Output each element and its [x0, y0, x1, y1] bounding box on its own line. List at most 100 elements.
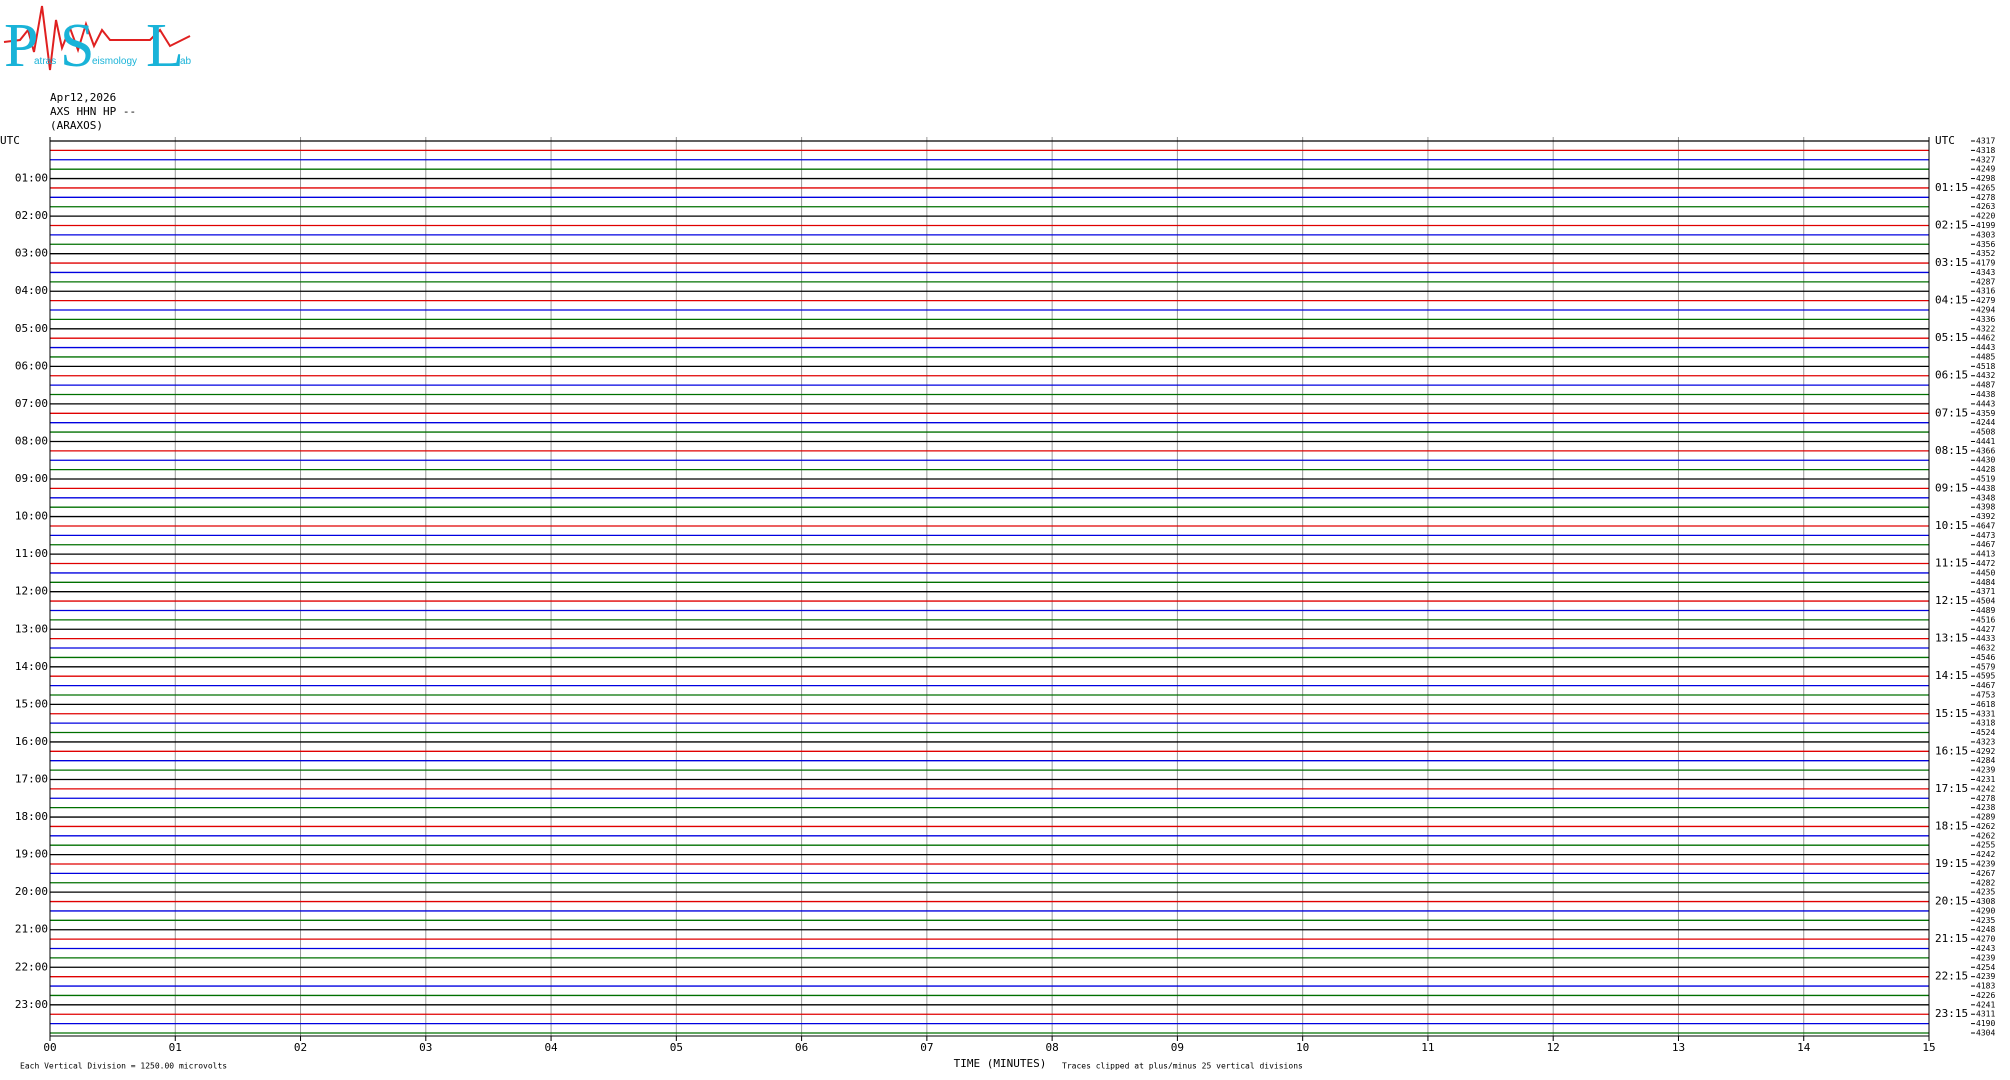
x-tick-label: 00: [43, 1041, 56, 1054]
right-time-label: 12:15: [1935, 594, 1968, 607]
left-time-label: 12:00: [15, 585, 48, 598]
right-time-label: 04:15: [1935, 294, 1968, 307]
logo-wave: [3, 5, 191, 71]
x-tick-label: 07: [920, 1041, 933, 1054]
row-offset-label: 4235: [1976, 916, 1995, 925]
note-right: Traces clipped at plus/minus 25 vertical…: [1062, 1062, 1303, 1071]
right-time-label: 18:15: [1935, 819, 1968, 832]
right-time-label: 21:15: [1935, 932, 1968, 945]
x-tick-label: 14: [1797, 1041, 1811, 1054]
row-offset-label: 4244: [1976, 418, 1995, 427]
x-tick-label: 15: [1922, 1041, 1935, 1054]
row-offset-label: 4278: [1976, 193, 1995, 202]
row-offset-label: 4441: [1976, 437, 1995, 446]
row-offset-label: 4239: [1976, 972, 1995, 981]
right-time-label: 03:15: [1935, 256, 1968, 269]
row-offset-label: 4290: [1976, 906, 1995, 915]
left-time-label: 16:00: [15, 735, 48, 748]
row-offset-label: 4516: [1976, 615, 1995, 624]
row-offset-label: 4508: [1976, 428, 1995, 437]
right-time-label: 09:15: [1935, 481, 1968, 494]
row-offset-label: 4284: [1976, 756, 1995, 765]
row-offset-label: 4753: [1976, 690, 1995, 699]
row-offset-label: 4318: [1976, 719, 1995, 728]
x-tick-label: 12: [1547, 1041, 1560, 1054]
left-time-label: UTC: [0, 134, 20, 147]
row-offset-label: 4489: [1976, 606, 1995, 615]
row-offset-label: 4220: [1976, 212, 1995, 221]
left-time-label: 22:00: [15, 960, 48, 973]
row-offset-label: 4343: [1976, 268, 1995, 277]
left-time-label: 23:00: [15, 998, 48, 1011]
row-offset-label: 4524: [1976, 728, 1995, 737]
left-time-label: 21:00: [15, 923, 48, 936]
row-offset-label: 4298: [1976, 174, 1995, 183]
row-offset-label: 4323: [1976, 737, 1995, 746]
x-tick-label: 01: [169, 1041, 182, 1054]
right-time-label: 07:15: [1935, 406, 1968, 419]
row-offset-label: 4579: [1976, 662, 1995, 671]
row-offset-label: 4433: [1976, 634, 1995, 643]
row-offset-label: 4618: [1976, 700, 1995, 709]
left-time-label: 01:00: [15, 172, 48, 185]
x-tick-label: 04: [544, 1041, 558, 1054]
logo-word: ab: [180, 56, 192, 67]
left-time-label: 15:00: [15, 697, 48, 710]
row-offset-label: 4238: [1976, 803, 1995, 812]
row-offset-label: 4311: [1976, 1010, 1995, 1019]
logo-letter: P: [4, 12, 38, 80]
x-tick-label: 09: [1171, 1041, 1184, 1054]
row-offset-label: 4179: [1976, 259, 1995, 268]
row-offset-label: 4190: [1976, 1019, 1995, 1028]
row-offset-label: 4450: [1976, 568, 1995, 577]
row-offset-label: 4473: [1976, 531, 1995, 540]
x-tick-label: 02: [294, 1041, 307, 1054]
right-time-label: 23:15: [1935, 1007, 1968, 1020]
row-offset-label: 4262: [1976, 822, 1995, 831]
row-offset-label: 4231: [1976, 775, 1995, 784]
date: Apr12,2026: [50, 91, 116, 104]
row-offset-label: 4427: [1976, 625, 1995, 634]
row-offset-label: 4278: [1976, 794, 1995, 803]
row-offset-label: 4352: [1976, 249, 1995, 258]
row-offset-label: 4317: [1976, 137, 1995, 146]
x-tick-label: 03: [419, 1041, 432, 1054]
row-offset-label: 4504: [1976, 597, 1995, 606]
right-time-label: 15:15: [1935, 707, 1968, 720]
row-offset-label: 4318: [1976, 146, 1995, 155]
right-time-label: 05:15: [1935, 331, 1968, 344]
right-time-label: 08:15: [1935, 444, 1968, 457]
row-offset-label: 4265: [1976, 183, 1995, 192]
row-offset-label: 4371: [1976, 587, 1995, 596]
x-tick-label: 05: [670, 1041, 683, 1054]
row-offset-label: 4289: [1976, 813, 1995, 822]
row-offset-label: 4242: [1976, 850, 1995, 859]
row-offset-label: 4287: [1976, 277, 1995, 286]
row-offset-label: 4467: [1976, 681, 1995, 690]
left-time-label: 02:00: [15, 209, 48, 222]
row-offset-label: 4267: [1976, 869, 1995, 878]
row-offset-label: 4249: [1976, 165, 1995, 174]
row-offset-label: 4467: [1976, 540, 1995, 549]
row-offset-label: 4241: [1976, 1000, 1995, 1009]
row-offset-label: 4279: [1976, 296, 1995, 305]
row-offset-label: 4518: [1976, 362, 1995, 371]
row-offset-label: 4462: [1976, 334, 1995, 343]
right-time-label: 11:15: [1935, 557, 1968, 570]
row-offset-label: 4239: [1976, 766, 1995, 775]
row-offset-label: 4392: [1976, 512, 1995, 521]
right-time-label: 22:15: [1935, 970, 1968, 983]
note-left: Each Vertical Division = 1250.00 microvo…: [20, 1062, 227, 1071]
row-offset-label: 4487: [1976, 381, 1995, 390]
station: AXS HHN HP --: [50, 105, 136, 118]
row-offset-label: 4348: [1976, 493, 1995, 502]
row-offset-label: 4308: [1976, 897, 1995, 906]
left-time-label: 19:00: [15, 848, 48, 861]
right-time-label: 20:15: [1935, 895, 1968, 908]
row-offset-label: 4595: [1976, 672, 1995, 681]
right-time-label: 14:15: [1935, 669, 1968, 682]
row-offset-label: 4239: [1976, 953, 1995, 962]
x-tick-label: 06: [795, 1041, 808, 1054]
left-time-label: 11:00: [15, 547, 48, 560]
right-time-label: 19:15: [1935, 857, 1968, 870]
